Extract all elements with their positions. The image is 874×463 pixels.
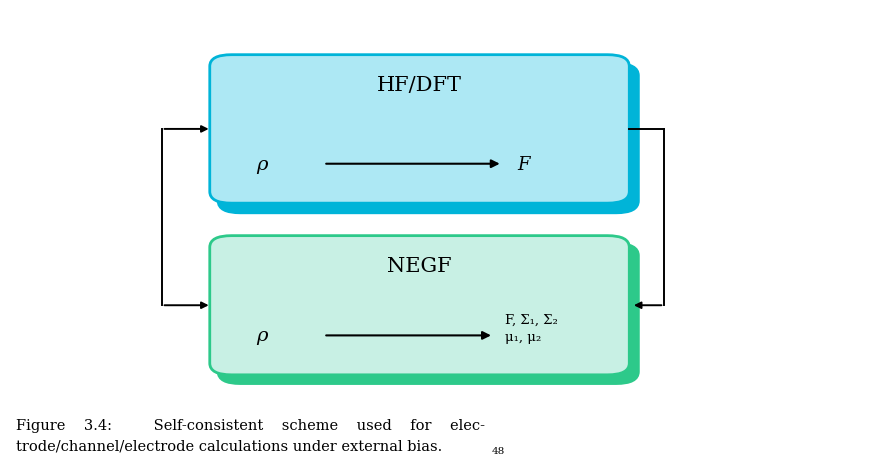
Text: NEGF: NEGF (387, 257, 452, 275)
FancyBboxPatch shape (218, 65, 638, 213)
Text: ρ: ρ (256, 327, 268, 344)
FancyBboxPatch shape (218, 244, 638, 383)
Text: F, Σ₁, Σ₂: F, Σ₁, Σ₂ (505, 313, 558, 326)
Text: ρ: ρ (256, 156, 268, 173)
Text: F: F (517, 156, 530, 173)
Text: HF/DFT: HF/DFT (377, 76, 462, 95)
FancyBboxPatch shape (210, 236, 629, 375)
Text: μ₁, μ₂: μ₁, μ₂ (505, 331, 541, 344)
Text: Figure    3.4:         Self-consistent    scheme    used    for    elec-
trode/c: Figure 3.4: Self-consistent scheme used … (16, 418, 485, 452)
Text: 48: 48 (492, 446, 505, 455)
FancyBboxPatch shape (210, 56, 629, 204)
